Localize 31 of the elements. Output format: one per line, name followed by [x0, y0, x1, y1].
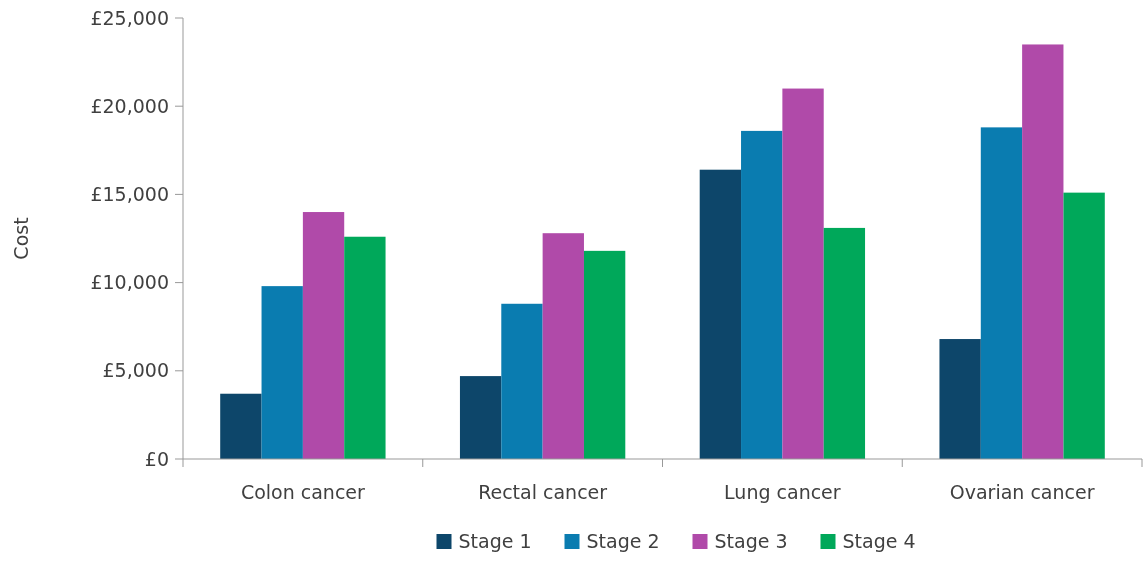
bar [823, 227, 866, 459]
bar [939, 339, 981, 459]
legend-label: Stage 3 [714, 530, 788, 552]
legend-label: Stage 2 [586, 530, 660, 552]
bar [459, 376, 502, 459]
y-tick-label: £10,000 [90, 271, 169, 294]
legend-label: Stage 1 [458, 530, 532, 552]
bar [220, 393, 262, 459]
bar [1063, 192, 1105, 459]
bar [344, 236, 386, 459]
y-tick-label: £25,000 [90, 6, 169, 29]
bar [501, 303, 543, 459]
bar [782, 88, 824, 459]
x-tick-label: Ovarian cancer [949, 481, 1095, 503]
y-tick-label: £20,000 [90, 94, 169, 117]
bar [583, 250, 626, 459]
y-axis-title: Cost [10, 217, 32, 260]
y-tick-label: £15,000 [90, 183, 169, 206]
y-tick-label: £0 [144, 447, 169, 470]
x-tick-label: Colon cancer [240, 481, 366, 503]
bar [741, 130, 783, 459]
bar [980, 127, 1023, 459]
bar [261, 286, 303, 459]
bar [542, 233, 584, 459]
bar [699, 169, 742, 459]
bar [1022, 44, 1064, 459]
legend-label: Stage 4 [842, 530, 916, 552]
y-tick-label: £5,000 [102, 359, 169, 382]
x-tick-label: Lung cancer [724, 481, 841, 503]
bar [302, 212, 345, 459]
x-tick-label: Rectal cancer [478, 481, 608, 503]
